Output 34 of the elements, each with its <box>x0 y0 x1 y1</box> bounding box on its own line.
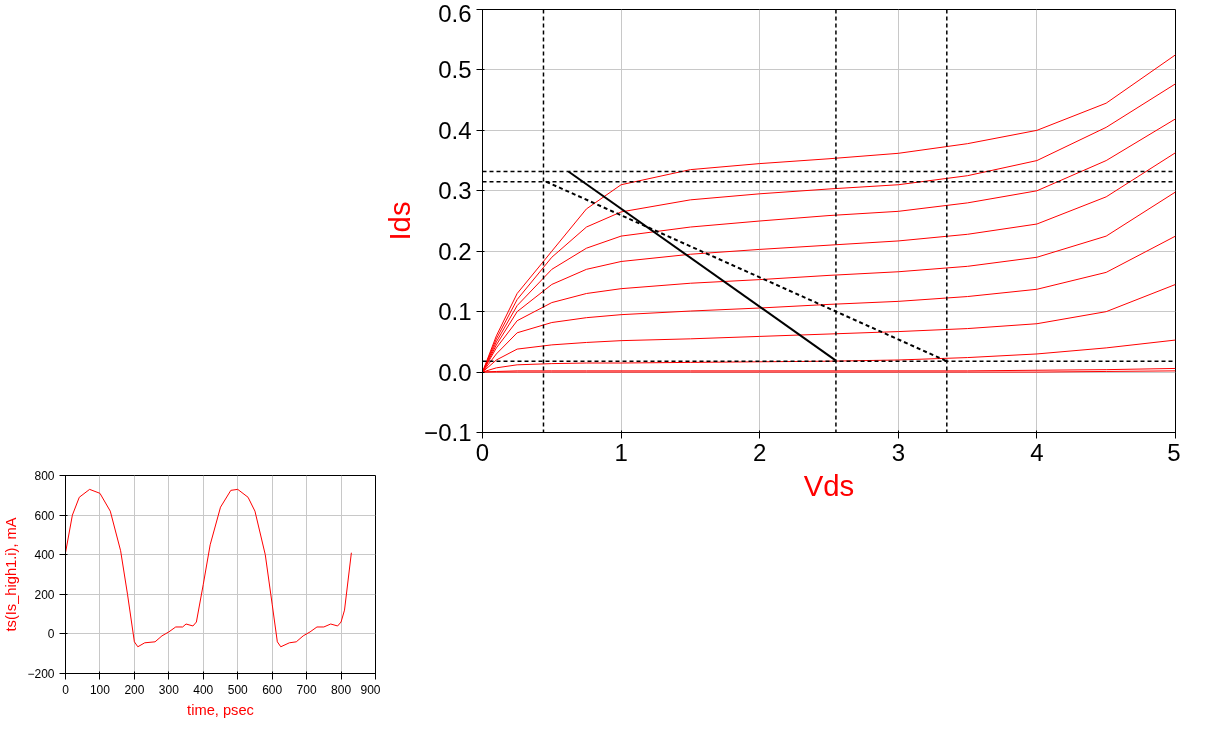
x-tick-label: 4 <box>1030 438 1044 466</box>
y-axis-title: Ids <box>383 201 417 241</box>
x-tick-label: 5 <box>1167 438 1181 466</box>
x-tick-label: 700 <box>296 682 317 697</box>
x-tick-label: 500 <box>227 682 249 697</box>
x-tick-label: 200 <box>124 682 145 697</box>
y-tick-label: 0.0 <box>438 358 472 386</box>
y-axis-title: ts(Is_high1.i), mA <box>3 517 20 632</box>
x-tick-label: 100 <box>89 682 111 697</box>
y-tick-label: 200 <box>34 587 55 602</box>
y-tick-label: 0 <box>47 627 55 642</box>
x-axis-title: Vds <box>803 468 855 502</box>
x-axis-title: time, psec <box>187 701 254 718</box>
x-tick-label: 2 <box>753 438 767 466</box>
y-tick-label: 0.6 <box>438 0 472 27</box>
x-tick-label: 3 <box>891 438 905 466</box>
y-tick-label: 600 <box>34 508 55 523</box>
x-tick-label: 1 <box>614 438 628 466</box>
y-tick-label: 400 <box>34 548 55 563</box>
y-tick-label: 0.2 <box>438 237 472 265</box>
x-tick-label: 600 <box>262 682 283 697</box>
x-tick-label: 400 <box>193 682 214 697</box>
y-tick-label: 0.5 <box>438 56 472 84</box>
y-tick-label: 0.1 <box>438 298 472 326</box>
x-tick-label: 300 <box>158 682 180 697</box>
y-tick-label: 0.4 <box>438 116 472 144</box>
x-tick-label: 0 <box>62 682 70 697</box>
y-tick-label: −0.1 <box>424 419 472 446</box>
x-tick-label: 900 <box>360 682 381 697</box>
y-tick-label: −200 <box>27 667 55 681</box>
x-tick-label: 800 <box>331 682 352 697</box>
y-tick-label: 800 <box>34 469 55 483</box>
y-tick-label: 0.3 <box>438 177 472 205</box>
x-tick-label: 0 <box>475 438 490 466</box>
